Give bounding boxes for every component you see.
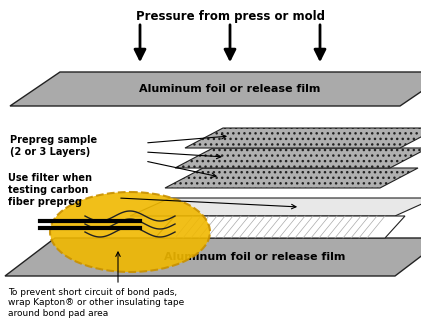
Text: Prepreg sample
(2 or 3 Layers): Prepreg sample (2 or 3 Layers) <box>10 135 97 157</box>
Polygon shape <box>165 168 418 188</box>
Ellipse shape <box>50 192 210 272</box>
Polygon shape <box>155 216 405 238</box>
Text: Pressure from press or mold: Pressure from press or mold <box>136 10 325 23</box>
Polygon shape <box>5 238 421 276</box>
Polygon shape <box>130 198 421 216</box>
Text: Aluminum foil or release film: Aluminum foil or release film <box>139 84 321 94</box>
Text: To prevent short circuit of bond pads,
wrap Kapton® or other insulating tape
aro: To prevent short circuit of bond pads, w… <box>8 288 184 318</box>
Polygon shape <box>10 72 421 106</box>
Polygon shape <box>185 128 421 148</box>
Text: Aluminum foil or release film: Aluminum foil or release film <box>164 252 346 262</box>
Polygon shape <box>175 148 421 168</box>
Text: Use filter when
testing carbon
fiber prepreg: Use filter when testing carbon fiber pre… <box>8 173 92 207</box>
